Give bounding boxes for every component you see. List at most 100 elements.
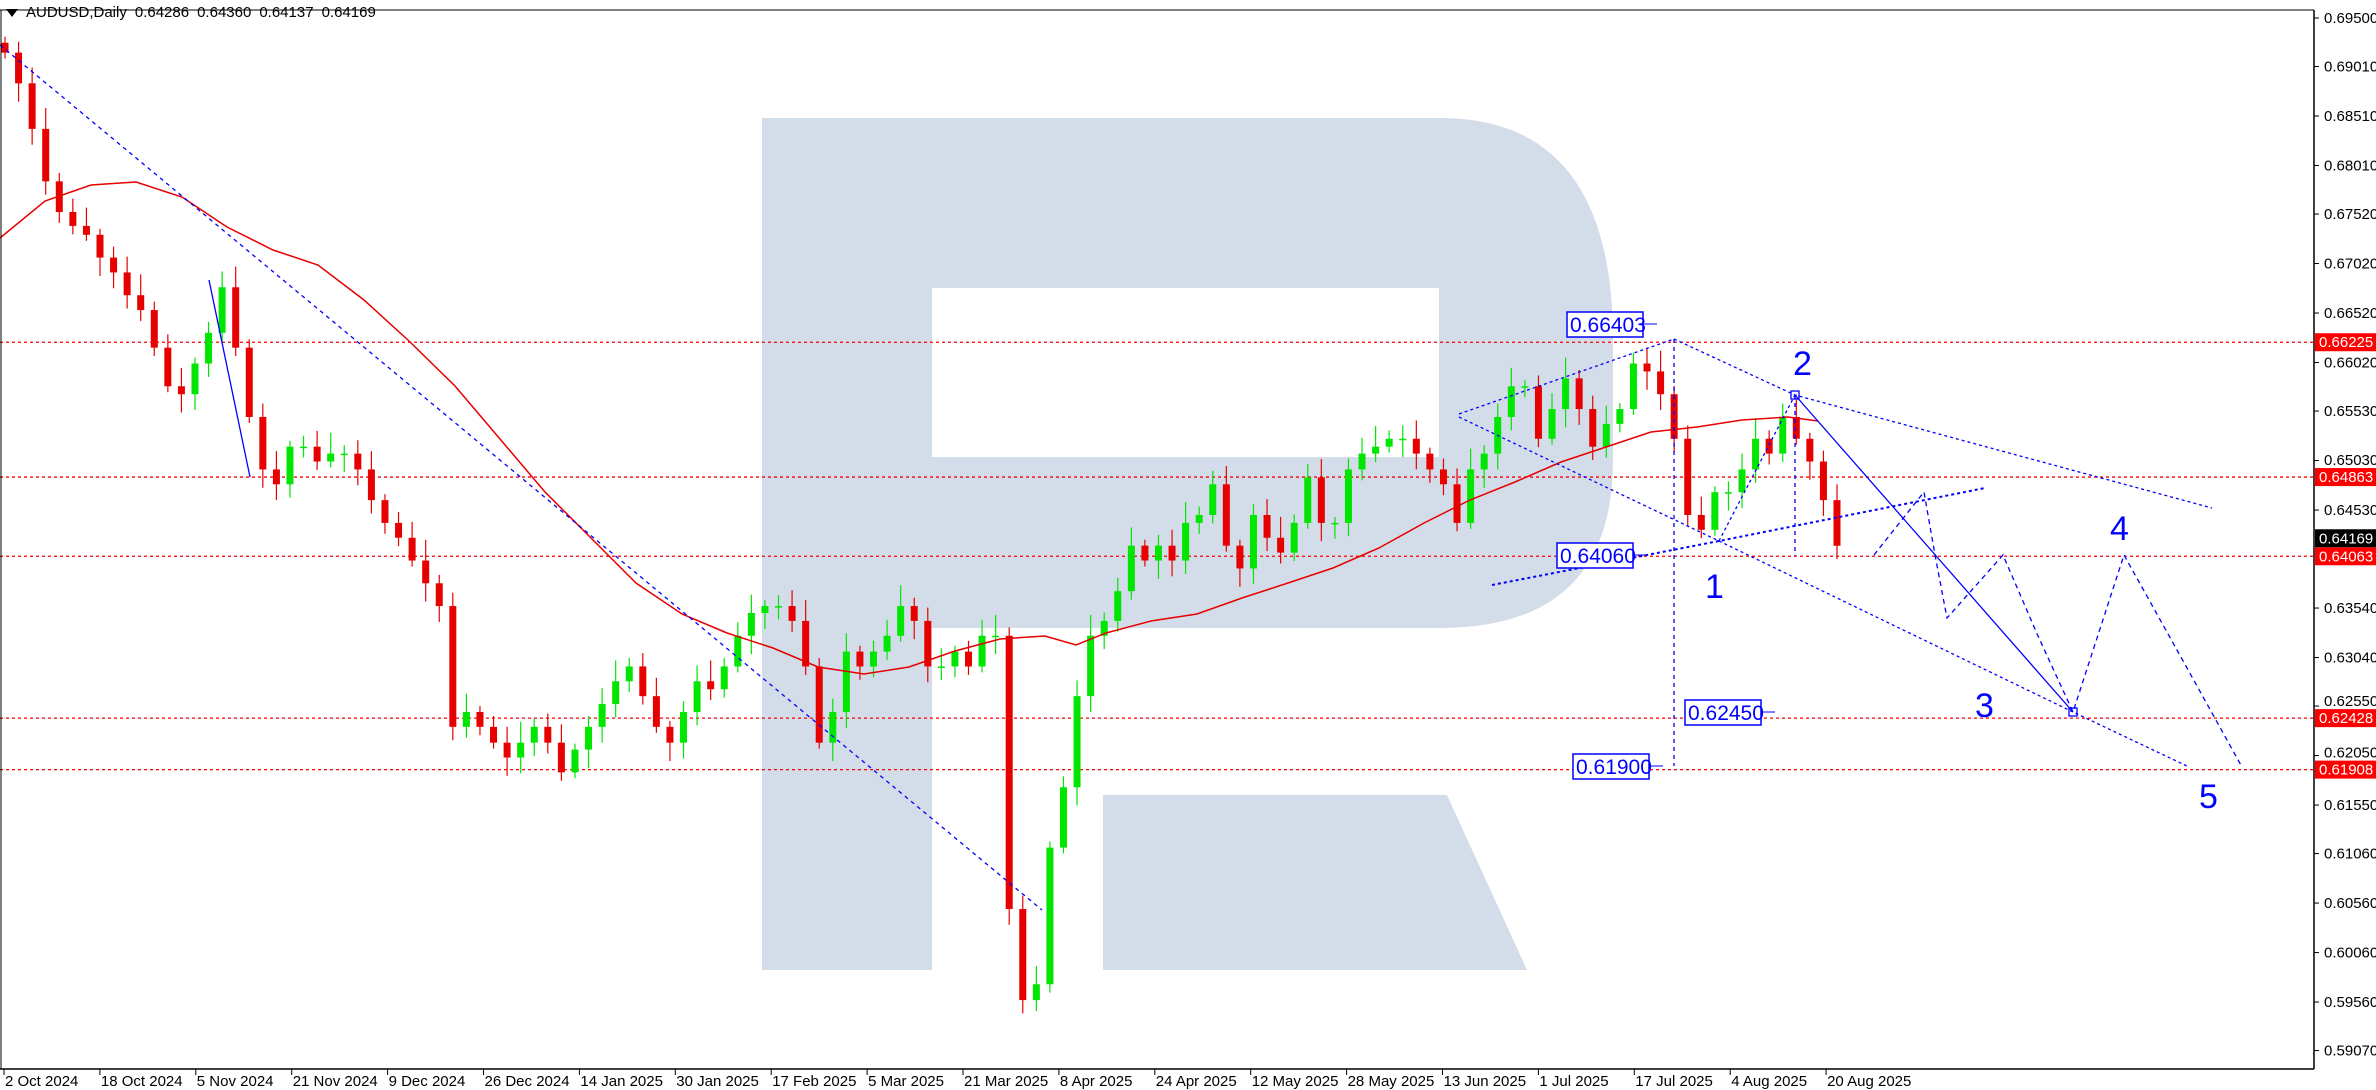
bear-candle [1684, 438, 1692, 515]
y-tick-label: 0.59070 [2324, 1043, 2376, 1060]
price-box-label: 0.61900 [1576, 756, 1652, 779]
bull-candle [693, 681, 701, 712]
time-axis[interactable]: 2 Oct 2024 18 Oct 2024 5 Nov 2024 21 Nov 20… [3, 1069, 1911, 1090]
bear-candle [232, 287, 240, 348]
bear-candle [815, 666, 823, 743]
y-tick-label: 0.68510 [2324, 108, 2376, 125]
wave-labels: 1 2 3 4 5 [1705, 345, 2218, 816]
bear-candle [123, 272, 131, 296]
bull-candle [992, 635, 1000, 638]
bull-candle [205, 332, 213, 364]
y-tick-label: 0.67520 [2324, 206, 2376, 223]
y-tick-label: 0.63540 [2324, 600, 2376, 617]
bull-candle [191, 363, 199, 395]
bull-candle [1331, 522, 1339, 525]
bear-candle [1833, 500, 1841, 546]
bull-candle [625, 666, 633, 682]
bear-candle [924, 620, 932, 667]
level-price-tag [2315, 760, 2376, 779]
y-tick-label: 0.69500 [2324, 10, 2376, 27]
x-tick-label: 12 May 2025 [1252, 1073, 1339, 1090]
bear-candle [435, 583, 443, 607]
bull-candle [327, 453, 335, 462]
bull-candle [1290, 522, 1298, 553]
dropdown-triangle-icon[interactable] [6, 8, 18, 17]
bear-candle [1575, 378, 1583, 410]
upper-channel-line [1458, 338, 1675, 415]
x-tick-label: 24 Apr 2025 [1156, 1073, 1237, 1090]
price-box-label: 0.64060 [1560, 545, 1636, 568]
bear-candle [1263, 514, 1271, 538]
bear-candle [1792, 416, 1800, 439]
short-trend-segment [208, 279, 251, 478]
level-price-label: 0.62428 [2319, 710, 2373, 727]
x-tick-label: 28 May 2025 [1348, 1073, 1435, 1090]
x-tick-label: 9 Dec 2024 [389, 1073, 466, 1090]
bull-candle [1467, 469, 1475, 523]
x-tick-label: 8 Apr 2025 [1060, 1073, 1133, 1090]
bear-candle [964, 651, 972, 667]
bull-candle [1032, 984, 1040, 1001]
bull-candle [1521, 386, 1529, 388]
y-tick-label: 0.60560 [2324, 895, 2376, 912]
bull-candle [462, 711, 470, 727]
bear-candle [476, 711, 484, 727]
bull-candle [1372, 446, 1380, 454]
wave-2-marker [1790, 390, 1800, 400]
x-tick-label: 21 Mar 2025 [964, 1073, 1048, 1090]
bull-candle [1616, 409, 1624, 424]
bull-candle [300, 446, 308, 449]
wave-label-5: 5 [2199, 778, 2218, 816]
bear-candle [1657, 371, 1665, 395]
bull-candle [1724, 492, 1732, 494]
bull-candle [951, 651, 959, 667]
bear-candle [245, 347, 253, 417]
y-tick-label: 0.61550 [2324, 797, 2376, 814]
bull-candle [585, 726, 593, 750]
price-axis[interactable]: 0.69500 0.69010 0.68510 0.68010 0.67520 0.670… [2314, 10, 2376, 1060]
bull-candle [734, 635, 742, 667]
ohlc-close: 0.64169 [321, 4, 376, 21]
x-tick-label: 2 Oct 2024 [5, 1073, 78, 1090]
bear-candle [802, 620, 810, 667]
wave-label-1: 1 [1705, 568, 1724, 606]
bull-candle [1358, 453, 1366, 470]
y-tick-label: 0.65030 [2324, 452, 2376, 469]
bear-candle [1412, 438, 1420, 454]
x-tick-label: 17 Feb 2025 [772, 1073, 856, 1090]
bear-candle [449, 606, 457, 727]
bull-candle [870, 651, 878, 667]
bear-candle [1168, 545, 1176, 561]
bear-candle [1534, 386, 1542, 439]
bear-candle [639, 666, 647, 697]
level-price-tag [2315, 468, 2376, 487]
level-price-label: 0.64863 [2319, 469, 2373, 486]
wave-label-2: 2 [1793, 345, 1812, 383]
bull-candle [1385, 438, 1393, 447]
x-tick-label: 18 Oct 2024 [101, 1073, 183, 1090]
y-tick-label: 0.67020 [2324, 256, 2376, 273]
bull-candle [598, 704, 606, 727]
bull-candle [761, 606, 769, 613]
level-price-label: 0.61908 [2319, 762, 2373, 779]
bear-candle [1, 42, 9, 53]
bear-candle [1019, 909, 1027, 1001]
x-tick-label: 14 Jan 2025 [580, 1073, 663, 1090]
bear-candle [69, 212, 77, 226]
bear-candle [110, 257, 118, 273]
level-price-tag [2315, 547, 2376, 566]
y-tick-label: 0.64530 [2324, 502, 2376, 519]
x-tick-label: 20 Aug 2025 [1827, 1073, 1911, 1090]
bull-candle [218, 287, 226, 333]
bear-candle [544, 726, 552, 743]
x-tick-label: 1 Jul 2025 [1539, 1073, 1608, 1090]
symbol-label: AUDUSD,Daily [26, 4, 127, 21]
bull-candle [1629, 363, 1637, 410]
wave-2-3-line [1794, 394, 2074, 713]
bull-candle [897, 606, 905, 636]
bear-candle [408, 537, 416, 561]
bull-candle [720, 666, 728, 690]
bull-candle [1073, 696, 1081, 788]
x-tick-label: 13 Jun 2025 [1444, 1073, 1527, 1090]
